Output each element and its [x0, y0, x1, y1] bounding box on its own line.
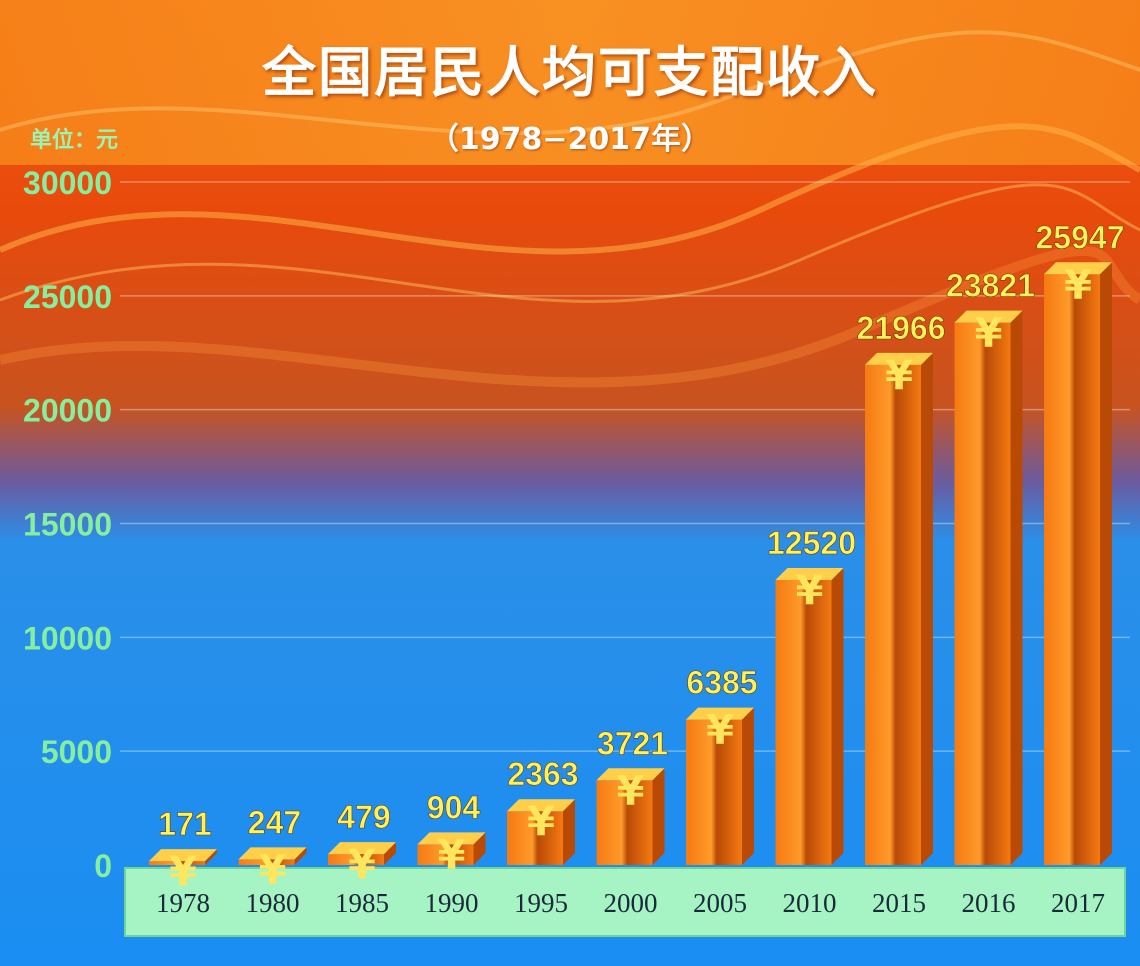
yen-icon: ¥	[706, 708, 734, 754]
yen-icon: ¥	[885, 353, 913, 399]
bar	[596, 780, 653, 865]
data-label: 904	[427, 789, 481, 825]
yen-icon: ¥	[796, 568, 824, 614]
x-tick-label: 2015	[872, 888, 926, 918]
x-tick-label: 1980	[246, 888, 300, 918]
bar-top	[149, 849, 217, 862]
yen-icon: ¥	[348, 842, 376, 888]
bar-top	[596, 768, 665, 781]
bar-side	[205, 849, 217, 865]
y-tick-label: 0	[94, 848, 112, 884]
data-label: 247	[248, 804, 301, 840]
data-label: 3721	[597, 725, 668, 761]
bar	[865, 364, 921, 865]
bar-top	[328, 842, 396, 855]
yen-icon: ¥	[259, 847, 287, 893]
bar-top	[238, 847, 307, 860]
y-tick-label: 20000	[23, 393, 112, 429]
x-tick-label: 2000	[604, 888, 658, 918]
data-label: 23821	[946, 268, 1035, 304]
bar-side	[563, 799, 575, 865]
y-tick-label: 30000	[23, 165, 112, 201]
bar	[686, 719, 742, 865]
data-label: 12520	[767, 525, 856, 561]
yen-icon: ¥	[169, 849, 197, 895]
chart-subtitle: （1978−2017年）	[428, 122, 712, 157]
bar-side	[294, 847, 307, 865]
bar	[238, 859, 295, 865]
bar-side	[1100, 262, 1112, 865]
data-label: 21966	[857, 310, 946, 346]
bar-top	[775, 567, 844, 580]
yen-icon: ¥	[617, 768, 645, 814]
yen-icon: ¥	[1064, 262, 1092, 308]
bar-top	[954, 310, 1023, 323]
x-tick-label: 1978	[156, 888, 210, 918]
y-tick-label: 5000	[41, 734, 112, 770]
unit-label: 单位：元	[30, 128, 119, 153]
x-tick-label: 1985	[335, 888, 389, 918]
yen-icon: ¥	[527, 799, 555, 845]
bar-side	[1010, 310, 1023, 865]
data-label: 25947	[1036, 219, 1125, 255]
bar	[149, 861, 205, 865]
yen-icon: ¥	[975, 311, 1003, 357]
bar-side	[473, 832, 486, 865]
yen-icon: ¥	[438, 832, 466, 878]
chart-title: 全国居民人均可支配收入	[262, 41, 878, 104]
x-tick-label: 1995	[514, 888, 568, 918]
bar-top	[507, 799, 575, 812]
bar	[507, 811, 563, 865]
data-label: 6385	[686, 665, 757, 701]
bar-side	[921, 352, 933, 865]
x-tick-label: 2016	[962, 888, 1016, 918]
bar-top	[865, 352, 933, 365]
y-tick-label: 25000	[23, 279, 112, 315]
bar-top	[1044, 262, 1112, 275]
bar-side	[742, 707, 754, 865]
bar-top	[686, 707, 754, 720]
x-tick-label: 1990	[425, 888, 479, 918]
x-axis-band	[124, 867, 1126, 937]
bar-top	[417, 832, 486, 845]
bar-side	[384, 842, 396, 865]
bar	[328, 854, 384, 865]
y-tick-label: 10000	[23, 620, 112, 656]
bar	[954, 322, 1011, 865]
bar-side	[652, 768, 665, 865]
data-label: 2363	[507, 756, 578, 792]
x-tick-label: 2010	[783, 888, 837, 918]
bar	[775, 579, 832, 865]
data-label: 171	[158, 806, 211, 842]
bar	[417, 844, 474, 865]
x-tick-label: 2017	[1051, 888, 1105, 918]
bar-side	[831, 567, 844, 865]
bar	[1044, 274, 1100, 865]
x-tick-label: 2005	[693, 888, 747, 918]
data-label: 479	[337, 799, 390, 835]
y-tick-label: 15000	[23, 507, 112, 543]
